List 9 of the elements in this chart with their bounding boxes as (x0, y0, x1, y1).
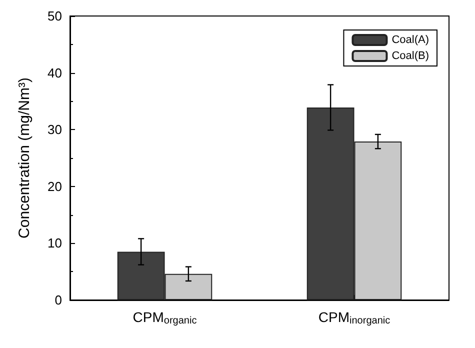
y-tick-label: 0 (54, 292, 62, 308)
y-tick-label: 20 (48, 178, 62, 194)
y-tick-label: 10 (48, 236, 62, 251)
y-axis-title: Concentration (mg/Nm³) (16, 78, 33, 238)
y-tick-label: 30 (48, 122, 62, 138)
legend-label: Coal(A) (392, 34, 430, 46)
y-tick-label: 40 (48, 65, 62, 80)
y-tick-label: 50 (48, 8, 62, 24)
legend-label: Coal(B) (392, 50, 430, 62)
